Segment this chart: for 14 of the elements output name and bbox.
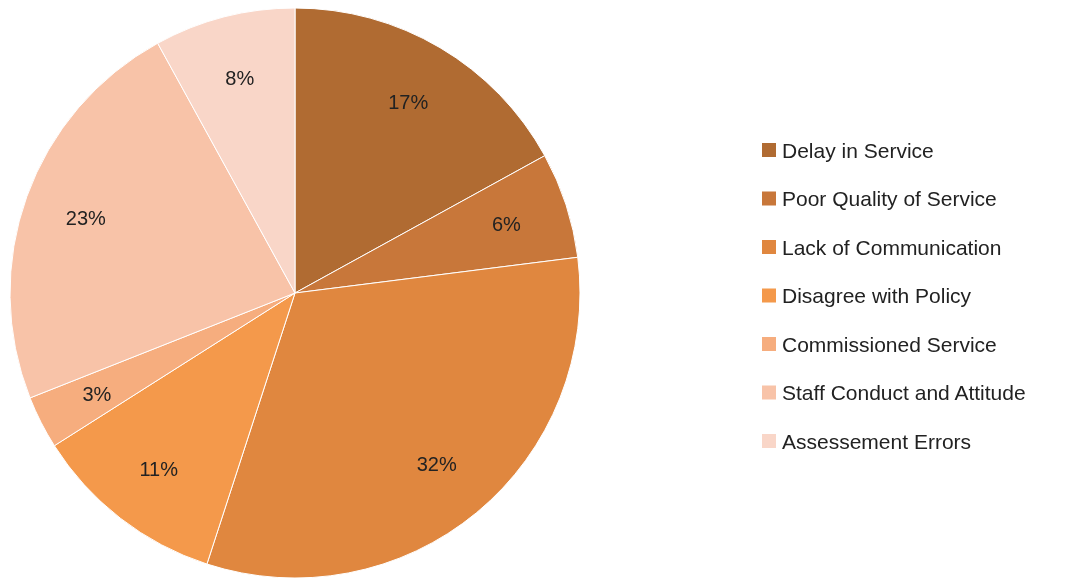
data-label: 8% — [225, 66, 255, 89]
data-label: 6% — [491, 213, 522, 236]
data-label: 23% — [65, 206, 107, 229]
legend-label: Assessement Errors — [782, 429, 972, 453]
legend-label: Disagree with Policy — [782, 284, 972, 307]
legend-label: Commissioned Service — [782, 332, 997, 356]
legend-label: Poor Quality of Service — [782, 187, 997, 210]
data-label: 3% — [82, 382, 112, 405]
data-label: 11% — [139, 457, 179, 480]
data-label: 32% — [416, 453, 457, 476]
legend-label: Lack of Communication — [782, 235, 1002, 259]
data-label: 17% — [388, 90, 429, 113]
legend-label: Delay in Service — [782, 138, 934, 162]
legend-label: Staff Conduct and Attitude — [782, 381, 1026, 404]
